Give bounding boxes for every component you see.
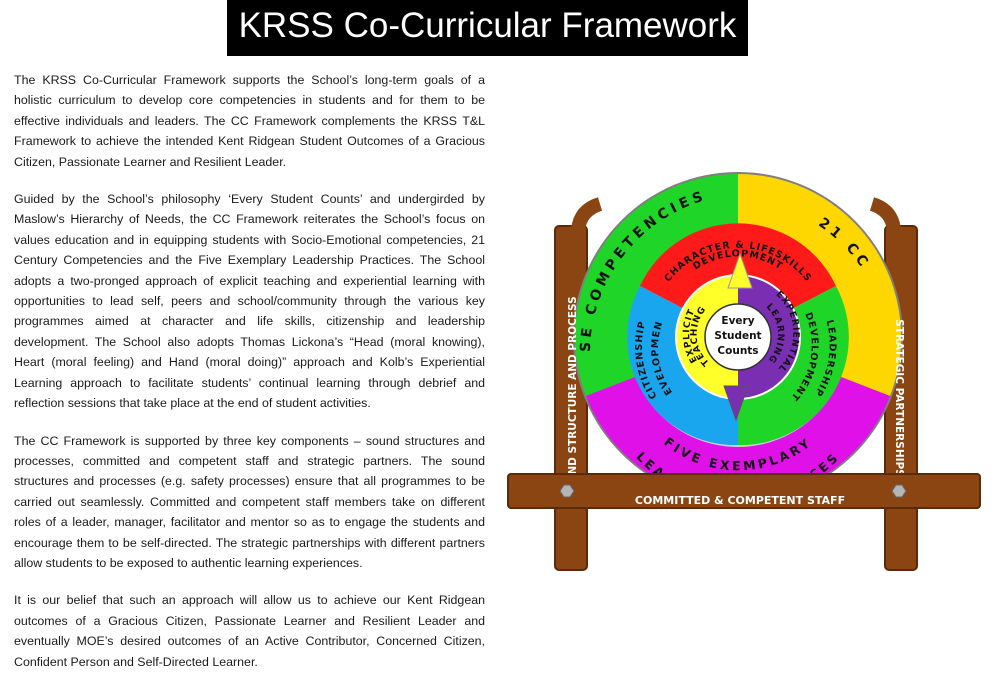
center-circle — [704, 303, 772, 371]
paragraph-intro: The KRSS Co-Curricular Framework support… — [14, 73, 485, 169]
left-post-label: SOUND STRUCTURE AND PROCESS — [567, 296, 579, 499]
cycle-arrow-down-icon — [723, 385, 749, 422]
framework-diagram: SE COMPETENCIES 21 CC FIVE EXEMPLARY LEA… — [500, 140, 981, 571]
left-bolt-icon — [559, 484, 575, 498]
center-line-every: Every — [721, 315, 754, 327]
base-beam-label: COMMITTED & COMPETENT STAFF — [635, 494, 845, 507]
right-bolt-icon — [891, 484, 907, 498]
paragraph-belief: It is our belief that such an approach w… — [14, 593, 485, 669]
paragraph-philosophy: Guided by the School’s philosophy ‘Every… — [14, 192, 485, 411]
center-line-student: Student — [714, 330, 761, 342]
frame-base-beam — [507, 473, 981, 509]
cycle-arrow-up-icon — [727, 252, 753, 289]
right-post-label: STRATEGIC PARTNERSHIPS — [893, 319, 905, 477]
page-title: KRSS Co-Curricular Framework — [227, 0, 748, 56]
paragraph-components: The CC Framework is supported by three k… — [14, 433, 485, 570]
center-line-counts: Counts — [717, 345, 758, 357]
body-text: The KRSS Co-Curricular Framework support… — [14, 70, 485, 689]
